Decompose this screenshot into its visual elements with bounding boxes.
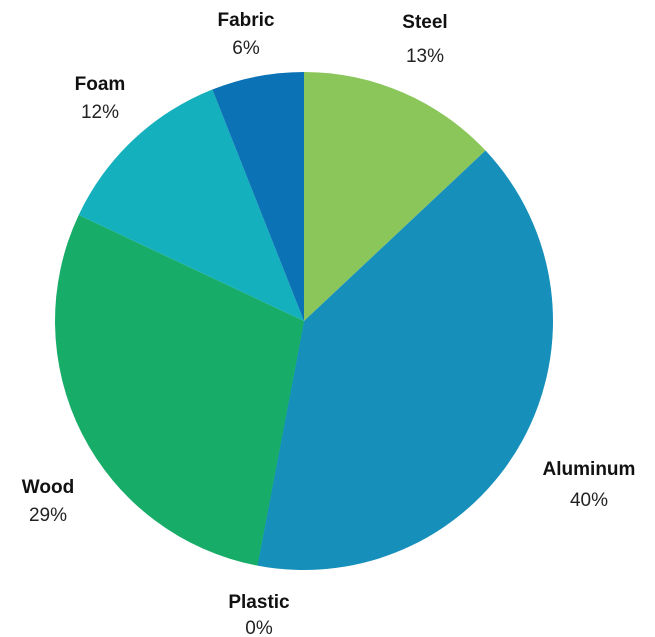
slice-label-aluminum: Aluminum [543,459,636,480]
pie-labels: Steel 13% Aluminum 40% Plastic 0% Wood 29% Foam 1… [22,10,636,637]
slice-label-fabric: Fabric [217,10,274,31]
slice-percent-aluminum: 40% [570,490,608,511]
slice-label-steel: Steel [402,12,447,33]
slice-percent-steel: 13% [406,46,444,67]
pie-slices [55,72,553,570]
slice-percent-plastic: 0% [245,618,273,637]
slice-label-foam: Foam [75,74,126,95]
pie-slice-wood [55,214,305,566]
slice-label-wood: Wood [22,477,74,498]
pie-slice-steel [304,72,486,321]
slice-label-plastic: Plastic [228,592,290,613]
slice-percent-fabric: 6% [232,38,260,59]
slice-percent-foam: 12% [81,102,119,123]
pie-slice-aluminum [257,150,553,570]
slice-percent-wood: 29% [29,505,67,526]
pie-slice-fabric [212,72,304,321]
pie-slice-foam [78,89,304,322]
